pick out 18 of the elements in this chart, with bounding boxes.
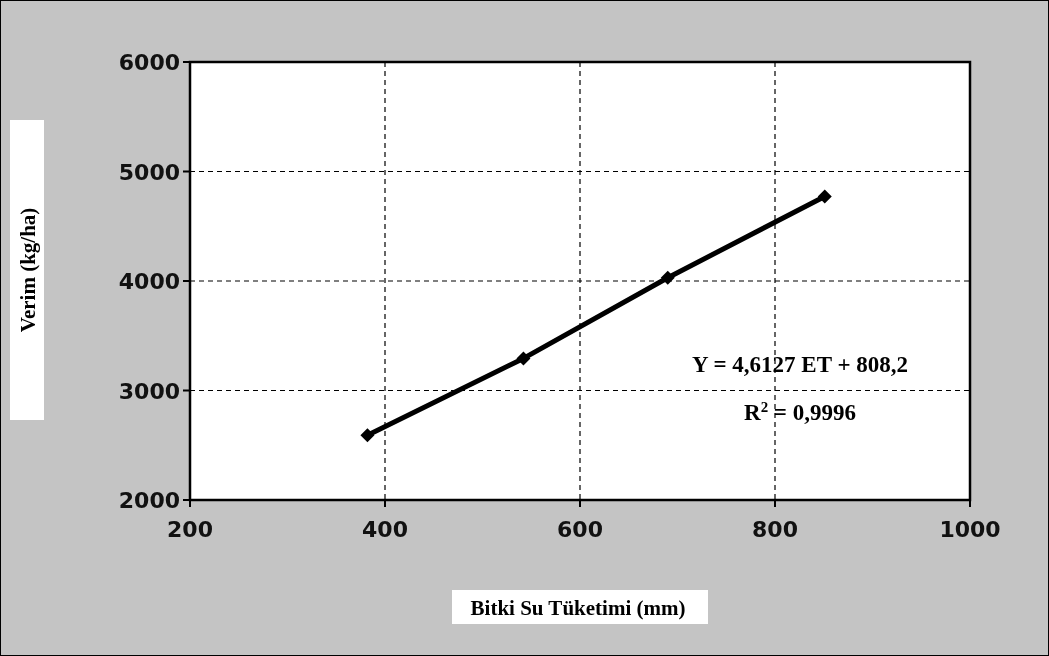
y-tick-label: 5000 xyxy=(118,159,180,185)
y-tick-label: 4000 xyxy=(118,269,180,294)
y-axis-title: Verim (kg/ha) xyxy=(16,207,40,333)
x-tick-label: 400 xyxy=(362,517,408,542)
point xyxy=(516,351,531,366)
point xyxy=(360,428,375,443)
x-tick-label: 800 xyxy=(752,517,798,542)
y-tick-label: 6000 xyxy=(118,50,180,75)
point xyxy=(660,270,675,285)
x-tick-label: 1000 xyxy=(939,517,1001,542)
point xyxy=(817,189,832,204)
y-tick-label: 3000 xyxy=(118,378,180,404)
annotation: Y = 4,6127 ET + 808,2 xyxy=(692,352,908,377)
y-tick-label: 2000 xyxy=(118,488,180,513)
x-axis-title: Bitki Su Tüketimi (mm) xyxy=(470,596,686,620)
x-tick-label: 600 xyxy=(557,517,603,542)
x-tick-label: 200 xyxy=(167,517,213,542)
annotation: R$^{2}$ = 0,9996 xyxy=(744,399,856,425)
